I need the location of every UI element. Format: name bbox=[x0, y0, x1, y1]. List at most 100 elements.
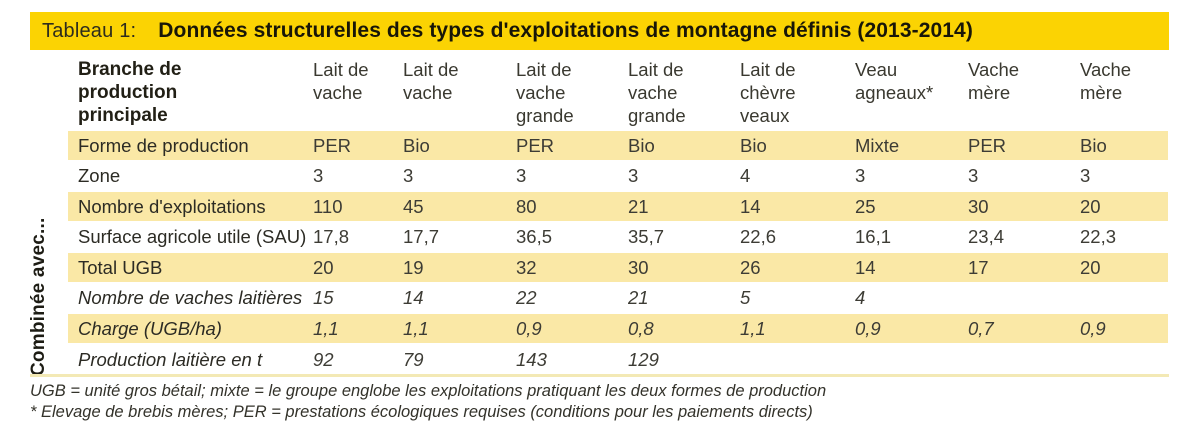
data-cell: 3 bbox=[516, 165, 527, 186]
data-cell: 14 bbox=[855, 256, 876, 278]
footnote-ugb-definition: UGB = unité gros bétail; mixte = le grou… bbox=[30, 382, 827, 400]
footnote-per-definition: * Elevage de brebis mères; PER = prestat… bbox=[30, 403, 813, 421]
column-header: Lait de chèvre veaux bbox=[740, 59, 796, 126]
data-cell: 129 bbox=[628, 348, 659, 370]
data-cell: 20 bbox=[313, 256, 334, 278]
data-cell: Bio bbox=[403, 134, 430, 156]
data-cell bbox=[855, 344, 968, 374]
data-cell: 110 bbox=[313, 195, 343, 217]
table-row: Nombre d'exploitations 110 45 80 21 14 25 30 20 bbox=[68, 191, 1168, 222]
table-row: Production laitière en t 92 79 143 129 bbox=[68, 344, 1168, 374]
row-label: Nombre de vaches laitières bbox=[78, 287, 303, 308]
data-cell bbox=[968, 344, 1080, 374]
data-cell: PER bbox=[968, 134, 1007, 156]
data-cell: 3 bbox=[968, 165, 979, 186]
data-cell: 19 bbox=[403, 256, 424, 278]
row-label: Charge (UGB/ha) bbox=[78, 317, 222, 339]
data-cell: 92 bbox=[313, 348, 334, 370]
data-cell: 0,8 bbox=[628, 317, 654, 339]
data-cell: Bio bbox=[1080, 134, 1107, 156]
data-cell: 35,7 bbox=[628, 226, 665, 247]
data-cell: 32 bbox=[516, 256, 537, 278]
data-cell: 3 bbox=[403, 165, 414, 186]
table-row: Surface agricole utile (SAU) 17,8 17,7 36,5… bbox=[68, 222, 1168, 252]
table-title-bar: Tableau 1: Données structurelles des typ… bbox=[30, 12, 1169, 50]
data-cell: 45 bbox=[403, 195, 424, 217]
data-cell: 15 bbox=[313, 287, 334, 308]
table-row: Zone 3 3 3 3 4 3 3 3 bbox=[68, 161, 1168, 191]
data-cell: 143 bbox=[516, 348, 547, 370]
data-cell bbox=[1080, 344, 1168, 374]
data-cell: 22,3 bbox=[1080, 226, 1117, 247]
data-cell: 3 bbox=[628, 165, 639, 186]
table-header-row: Branche de production principale Lait de… bbox=[68, 50, 1168, 130]
data-cell bbox=[740, 344, 855, 374]
data-cell: 30 bbox=[968, 195, 989, 217]
data-cell: 4 bbox=[855, 287, 866, 308]
row-label: Nombre d'exploitations bbox=[78, 195, 266, 217]
data-cell: 23,4 bbox=[968, 226, 1005, 247]
column-header-branche-production: Branche de production principale bbox=[78, 59, 182, 126]
column-header: Lait de vache grande bbox=[516, 59, 574, 126]
row-label: Surface agricole utile (SAU) bbox=[78, 226, 307, 247]
structural-data-table: Branche de production principale Lait de… bbox=[68, 50, 1168, 374]
row-label: Zone bbox=[78, 165, 121, 186]
column-header: Lait de vache bbox=[403, 59, 459, 103]
data-cell: 20 bbox=[1080, 195, 1101, 217]
data-cell: 21 bbox=[628, 287, 649, 308]
data-cell: 36,5 bbox=[516, 226, 553, 247]
data-cell: 17,7 bbox=[403, 226, 440, 247]
data-cell: Bio bbox=[740, 134, 767, 156]
data-cell: 79 bbox=[403, 348, 424, 370]
data-cell: 14 bbox=[403, 287, 424, 308]
data-cell: Mixte bbox=[855, 134, 900, 156]
column-header: Lait de vache bbox=[313, 59, 369, 103]
data-cell: 14 bbox=[740, 195, 761, 217]
table-title: Données structurelles des types d'exploi… bbox=[158, 19, 973, 42]
table-bottom-separator bbox=[30, 374, 1169, 377]
data-cell: 5 bbox=[740, 287, 751, 308]
data-cell: 3 bbox=[855, 165, 866, 186]
data-cell: 22 bbox=[516, 287, 537, 308]
data-cell: 0,9 bbox=[1080, 317, 1106, 339]
data-cell: 4 bbox=[740, 165, 751, 186]
data-cell: 20 bbox=[1080, 256, 1101, 278]
row-label: Production laitière en t bbox=[78, 348, 263, 370]
table-row: Forme de production PER Bio PER Bio Bio Mixte P… bbox=[68, 130, 1168, 161]
column-header: Vache mère bbox=[1080, 59, 1132, 103]
data-cell bbox=[968, 283, 1080, 313]
data-cell: PER bbox=[313, 134, 352, 156]
data-cell: 0,9 bbox=[855, 317, 881, 339]
data-cell: PER bbox=[516, 134, 555, 156]
data-cell: 0,9 bbox=[516, 317, 542, 339]
data-cell: 26 bbox=[740, 256, 761, 278]
data-cell: 3 bbox=[313, 165, 324, 186]
data-cell: 17 bbox=[968, 256, 989, 278]
data-cell: 3 bbox=[1080, 165, 1091, 186]
footnotes-block: UGB = unité gros bétail; mixte = le grou… bbox=[30, 381, 1180, 423]
data-cell: 0,7 bbox=[968, 317, 994, 339]
data-cell: 17,8 bbox=[313, 226, 350, 247]
table-row: Nombre de vaches laitières 15 14 22 21 5 4 bbox=[68, 283, 1168, 313]
data-cell: 30 bbox=[628, 256, 649, 278]
data-cell: 1,1 bbox=[403, 317, 429, 339]
column-header: Vache mère bbox=[968, 59, 1020, 103]
column-header: Veau agneaux* bbox=[855, 59, 934, 103]
row-label: Total UGB bbox=[78, 256, 163, 278]
data-cell: 21 bbox=[628, 195, 649, 217]
table-number-label: Tableau 1: bbox=[42, 19, 137, 42]
side-label-combinee-avec: Combinée avec... bbox=[28, 217, 49, 376]
data-cell: 16,1 bbox=[855, 226, 892, 247]
data-cell bbox=[1080, 283, 1168, 313]
table-row: Charge (UGB/ha) 1,1 1,1 0,9 0,8 1,1 0,9 0,7 0,9 bbox=[68, 313, 1168, 344]
data-cell: 80 bbox=[516, 195, 537, 217]
data-cell: 22,6 bbox=[740, 226, 777, 247]
data-cell: 25 bbox=[855, 195, 876, 217]
data-cell: Bio bbox=[628, 134, 655, 156]
row-label: Forme de production bbox=[78, 134, 249, 156]
data-cell: 1,1 bbox=[740, 317, 766, 339]
column-header: Lait de vache grande bbox=[628, 59, 686, 126]
table-row: Total UGB 20 19 32 30 26 14 17 20 bbox=[68, 252, 1168, 283]
data-cell: 1,1 bbox=[313, 317, 339, 339]
